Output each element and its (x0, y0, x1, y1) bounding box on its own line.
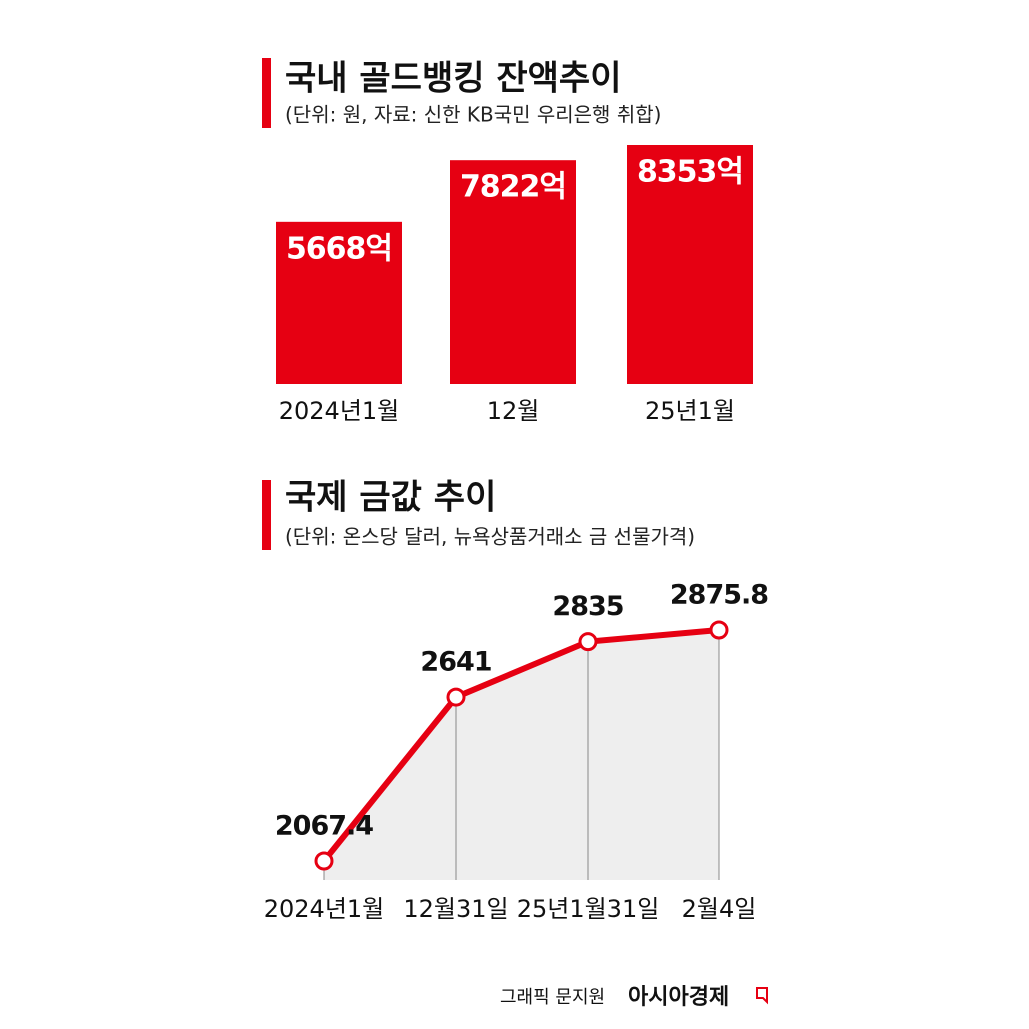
bar-label: 5668억 (286, 231, 392, 266)
point-label: 2875.8 (670, 580, 768, 611)
chart-subtitle: (단위: 원, 자료: 신한 KB국민 우리은행 취합) (285, 103, 661, 127)
x-tick-label: 25년1월31일 (517, 895, 660, 923)
x-tick-label: 12월31일 (403, 895, 508, 923)
bar-label: 7822억 (460, 170, 566, 205)
chart-title: 국내 골드뱅킹 잔액추이 (285, 59, 621, 99)
x-tick-label: 2024년1월 (264, 895, 385, 923)
line (321, 627, 720, 863)
x-tick-label: 2024년1월 (279, 397, 400, 425)
chart-subtitle: (단위: 온스당 달러, 뉴욕상품거래소 금 선물가격) (285, 525, 695, 549)
title-accent (262, 480, 271, 550)
credit: 그래픽 문지원 (500, 987, 605, 1008)
chart-title: 국제 금값 추이 (285, 478, 496, 518)
point (578, 632, 598, 652)
bar (627, 145, 753, 384)
bar-label: 8353억 (637, 155, 743, 190)
brand-icon (756, 987, 768, 1005)
x-tick-label: 12월 (487, 397, 540, 425)
area (324, 630, 719, 880)
brand: 아시아경제 (628, 985, 729, 1010)
bar (276, 221, 402, 384)
x-tick-label: 25년1월 (645, 397, 735, 425)
point-label: 2641 (420, 647, 491, 678)
point (446, 687, 466, 707)
point (314, 851, 334, 871)
point-label: 2067.4 (275, 811, 373, 842)
x-tick-label: 2월4일 (682, 895, 757, 923)
title-accent (262, 58, 271, 128)
point-label: 2835 (552, 591, 623, 622)
bar (450, 160, 576, 384)
point (709, 620, 729, 640)
